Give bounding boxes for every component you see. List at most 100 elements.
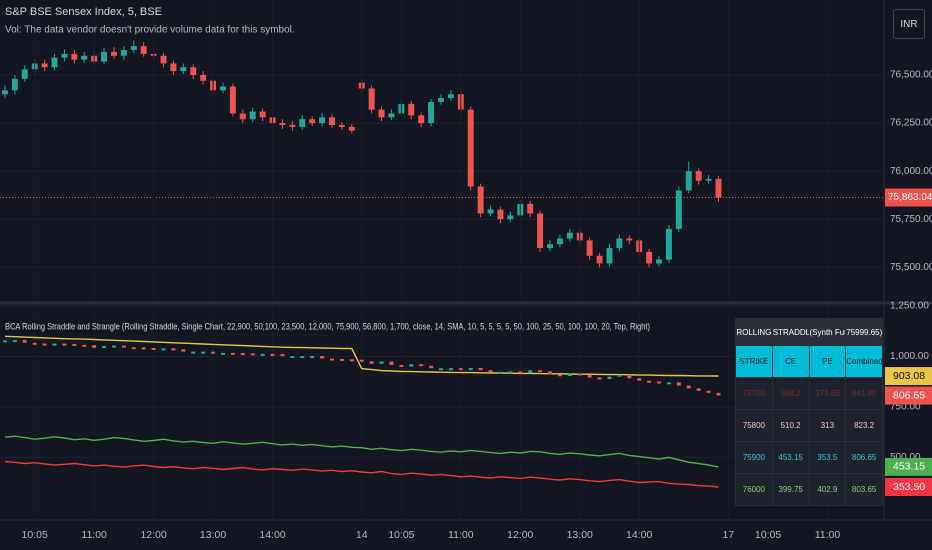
candle-body: [329, 117, 335, 125]
combined-bar: [587, 375, 592, 378]
x-tick-label: 13:00: [567, 529, 593, 541]
candle-body: [170, 63, 177, 72]
price-label-box: [885, 386, 932, 405]
combined-bar: [320, 356, 325, 359]
candle-body: [656, 259, 662, 264]
candle-body: [566, 232, 573, 239]
combined-bar: [508, 371, 513, 374]
combined-bar: [647, 380, 652, 383]
combined-bar: [310, 356, 315, 359]
combined-bar: [42, 343, 47, 346]
candle-body: [41, 63, 48, 68]
candle-body: [665, 228, 672, 260]
combined-bar: [220, 352, 225, 355]
candle-body: [675, 190, 682, 229]
candle-body: [190, 67, 197, 75]
combined-bar: [518, 371, 523, 374]
y-tick-label: 1,250.00: [890, 301, 929, 312]
candle-body: [51, 57, 58, 68]
candle-body: [507, 215, 514, 220]
combined-bar: [478, 367, 483, 371]
table-cell: 353.5: [808, 441, 847, 474]
combined-bar: [577, 373, 582, 376]
combined-bar: [339, 358, 344, 361]
combined-bar: [458, 368, 463, 371]
combined-bar: [637, 378, 642, 381]
combined-bar: [607, 376, 612, 380]
combined-bar: [201, 351, 206, 354]
combined-bar: [280, 354, 285, 357]
last-price-label: 75,863.04: [888, 192, 932, 203]
candle-body: [200, 75, 207, 81]
candle-body: [140, 46, 147, 54]
x-tick-label: 11:00: [81, 529, 107, 541]
combined-bar: [2, 340, 7, 343]
candle-body: [279, 123, 286, 125]
combined-bar: [62, 343, 67, 346]
combined-bar: [488, 370, 493, 373]
combined-bar: [557, 374, 562, 377]
combined-bar: [439, 368, 443, 371]
table-cell: 806.65: [845, 441, 883, 474]
combined-bar: [369, 361, 374, 364]
currency-button[interactable]: INR: [893, 9, 925, 39]
table-cell: 75700: [735, 377, 773, 410]
combined-bar: [230, 352, 235, 355]
x-tick-label: 14: [356, 529, 368, 541]
table-cell: 453.15: [771, 441, 810, 474]
candle-body: [249, 111, 256, 120]
table-cell: 313: [808, 409, 847, 442]
candle-body: [527, 203, 534, 214]
candle-body: [408, 103, 415, 116]
combined-bar: [379, 361, 384, 364]
combined-bar: [567, 373, 572, 377]
y-tick-label: 750.00: [890, 402, 921, 413]
table-cell: 75900: [735, 441, 773, 474]
candle-body: [606, 248, 613, 264]
combined-bar: [657, 381, 662, 384]
combined-bar: [538, 370, 543, 373]
candle-body: [477, 186, 484, 214]
x-tick-label: 12:00: [507, 529, 533, 541]
table-cell: 399.75: [771, 473, 810, 506]
x-tick-label: 10:05: [388, 529, 414, 541]
candle-body: [71, 53, 78, 60]
combined-bar: [211, 351, 216, 354]
table-header-cell: PE: [808, 345, 847, 378]
combined-bar: [468, 367, 473, 371]
combined-bar: [329, 358, 334, 361]
combined-bar: [131, 347, 136, 350]
combined-bar: [181, 349, 186, 352]
combined-bar: [676, 382, 681, 386]
combined-bar: [429, 365, 434, 369]
candle-body: [180, 67, 187, 72]
price-label: 453.15: [893, 461, 925, 473]
candle-body: [705, 178, 712, 181]
y-tick-label: 76,250.00: [890, 118, 932, 129]
table-row: 76000 399.75 402.9 803.65: [735, 473, 883, 506]
combined-bar: [260, 353, 265, 356]
candle-body: [319, 117, 326, 124]
candle-body: [239, 113, 246, 120]
candle-body: [715, 178, 722, 198]
combined-bar: [686, 385, 691, 389]
candle-body: [695, 171, 702, 181]
table-header-cell: STRIKE: [735, 345, 773, 378]
candle-body: [61, 53, 68, 58]
chart-title: S&P BSE Sensex Index, 5, BSE: [5, 6, 162, 18]
candle-body: [368, 88, 375, 110]
x-tick-label: 12:00: [140, 529, 166, 541]
combined-bar: [627, 374, 632, 379]
table-cell: 273.65: [808, 377, 847, 410]
candle-body: [685, 171, 692, 191]
combined-bar: [548, 371, 553, 375]
series-line: [4, 460, 719, 488]
table-header-row: STRIKE CE PE Combined: [735, 345, 883, 378]
candle-body: [438, 98, 444, 102]
combined-bar: [72, 343, 77, 346]
candle-body: [646, 251, 653, 264]
candle-body: [418, 115, 425, 124]
